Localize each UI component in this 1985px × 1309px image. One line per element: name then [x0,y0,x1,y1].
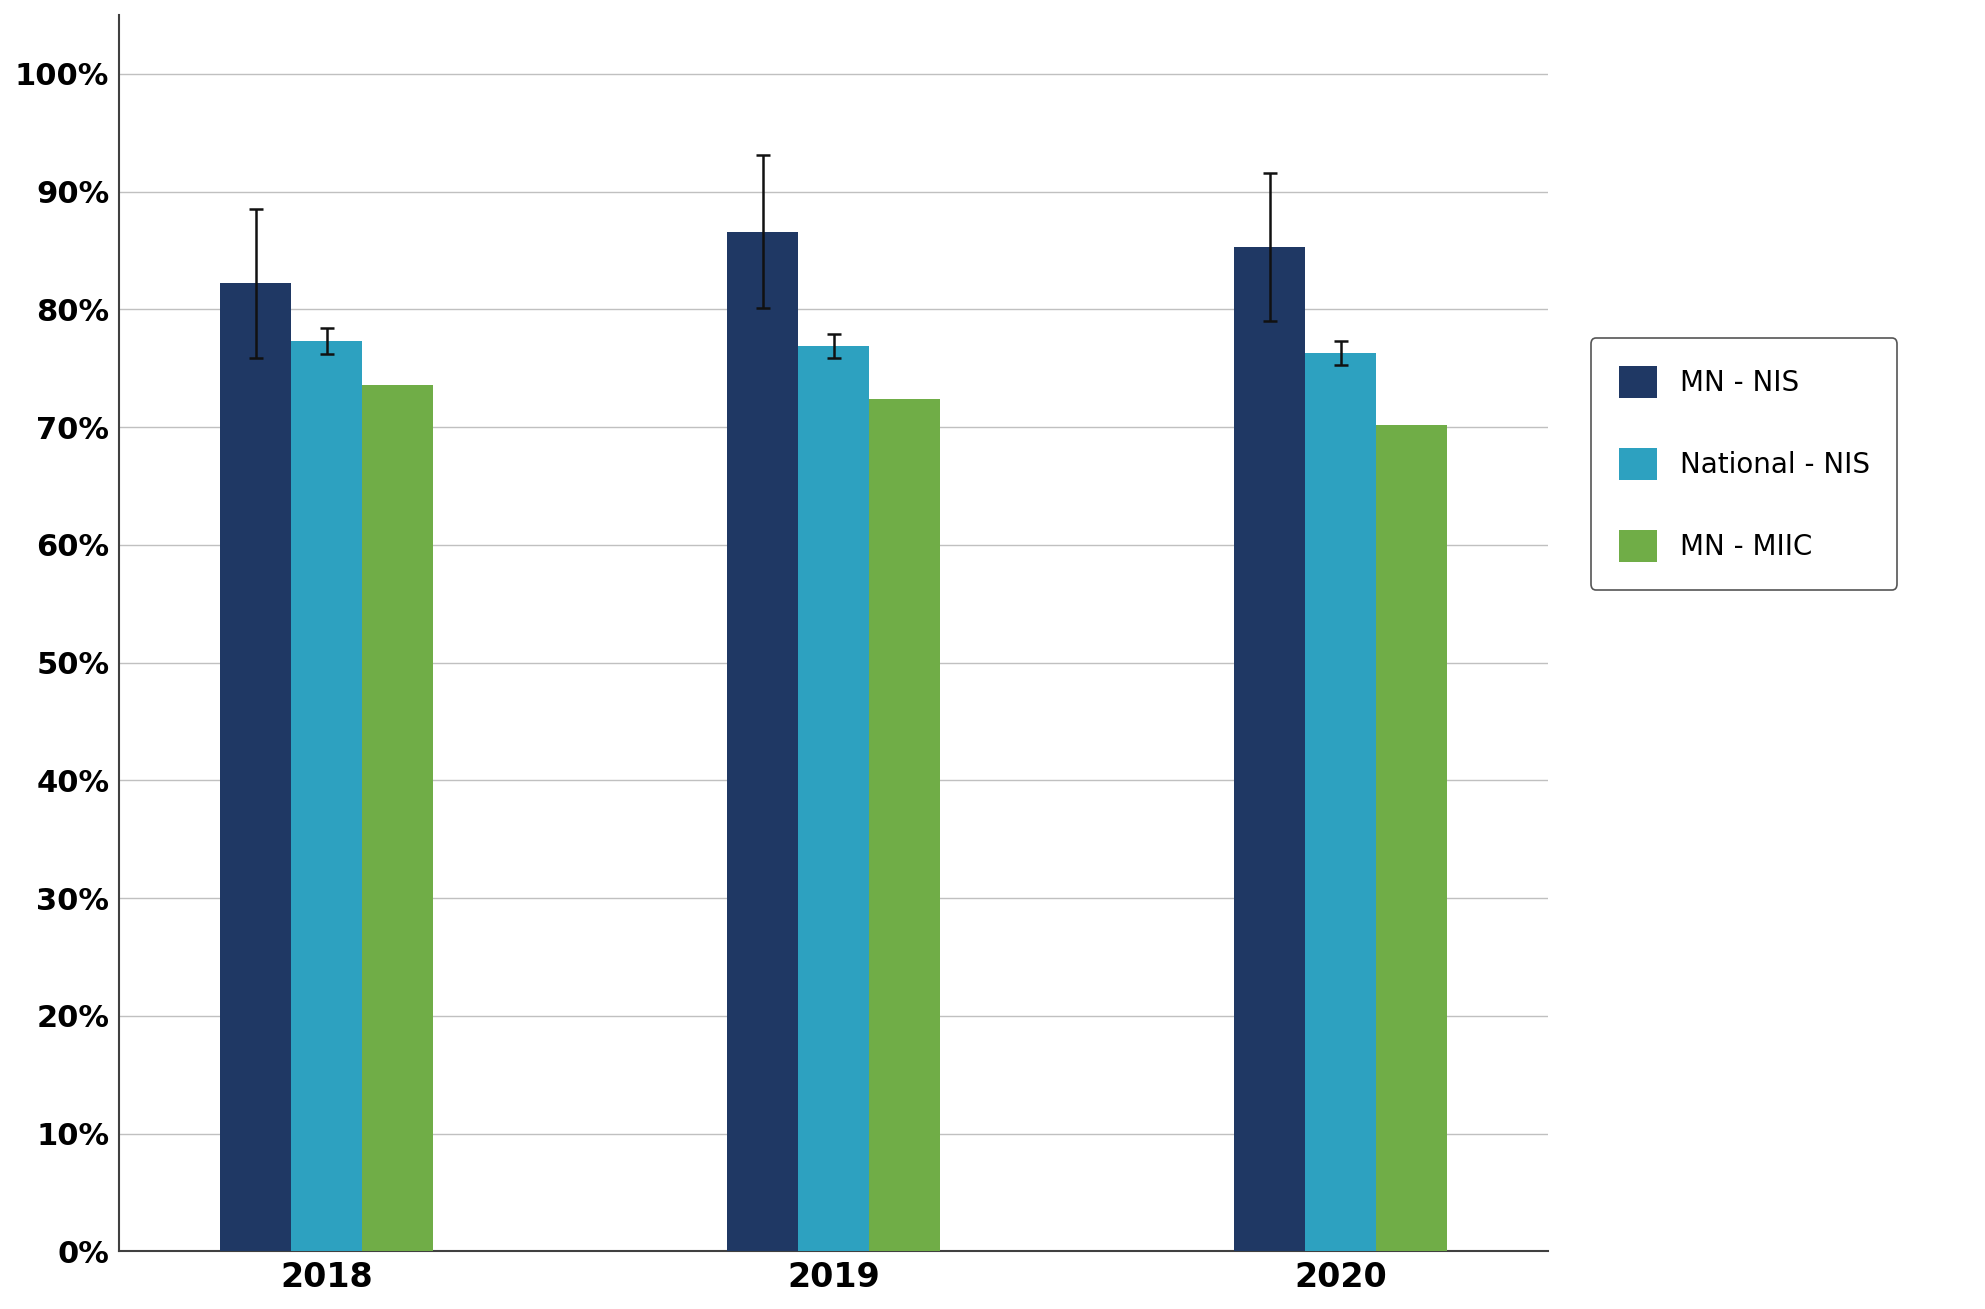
Bar [798,346,869,1251]
Bar [1376,424,1447,1251]
Bar [363,385,433,1251]
Bar [727,232,798,1251]
Bar [1235,247,1304,1251]
Bar [292,342,363,1251]
Bar [220,284,292,1251]
Legend: MN - NIS, National - NIS, MN - MIIC: MN - NIS, National - NIS, MN - MIIC [1590,338,1898,590]
Bar [869,399,941,1251]
Bar [1304,353,1376,1251]
